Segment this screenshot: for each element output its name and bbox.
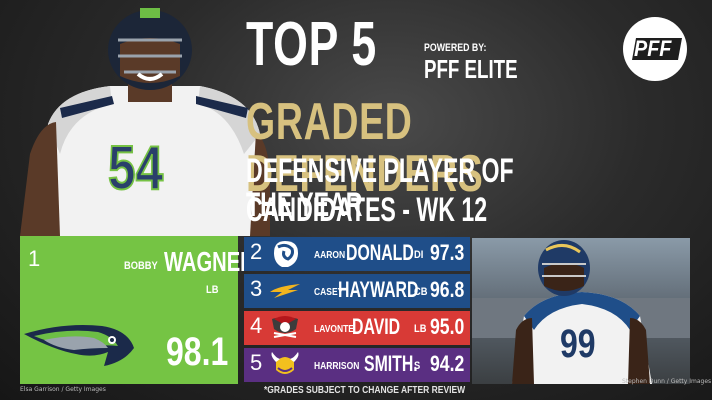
row-grade: 95.0 — [430, 314, 465, 339]
first-place-card: 1 BOBBY WAGNER LB 98.1 — [20, 236, 255, 384]
player-photo-left — [20, 8, 270, 236]
right-jersey-number: 99 — [560, 322, 596, 366]
row-position: S — [414, 360, 421, 372]
powered-by-label: POWERED BY: — [424, 42, 487, 54]
vikings-logo-icon — [271, 352, 299, 374]
ranking-row: 5 HARRISON SMITH. S 94.2 — [244, 348, 470, 382]
seahawks-logo-icon — [24, 325, 134, 366]
ranking-row: 4 LAVONTE DAVID LB 95.0 — [244, 311, 470, 345]
ranking-row: 3 CASEY HAYWARD CB 96.8 — [244, 274, 470, 308]
row-grade: 96.8 — [430, 277, 465, 302]
headline-graded-defenders: GRADED DEFENDERS — [246, 93, 484, 203]
first-player-grade: 98.1 — [166, 330, 229, 374]
photo-credit-right: Stephen Dunn / Getty Images — [622, 378, 712, 385]
row-rank: 5 — [250, 350, 263, 375]
row-last-name: HAYWARD — [338, 277, 419, 302]
row-first-name: HARRISON — [314, 361, 360, 372]
row-first-name: CASEY — [314, 287, 344, 298]
row-grade: 97.3 — [430, 240, 465, 265]
first-player-last-name: WAGNER — [164, 246, 255, 277]
first-player-position: LB — [206, 284, 219, 296]
left-jersey-number: 54 — [107, 134, 164, 203]
row-last-name: DAVID — [352, 314, 401, 339]
player-photo-right: 99 — [472, 238, 690, 384]
headline-top5: TOP 5 — [246, 10, 377, 79]
footnote: *GRADES SUBJECT TO CHANGE AFTER REVIEW — [264, 385, 466, 396]
row-first-name: LAVONTE — [314, 324, 354, 335]
pff-elite-label: PFF ELITE — [424, 54, 518, 84]
headline-line2: CANDIDATES - WK 12 — [246, 191, 488, 229]
first-rank: 1 — [28, 246, 41, 271]
row-last-name: SMITH. — [364, 351, 418, 376]
row-position: DI — [414, 249, 424, 261]
ranking-row: 2 AARON DONALD DI 97.3 — [244, 237, 470, 271]
headline-line1: DEFENSIVE PLAYER OF THE YEAR — [246, 152, 514, 224]
row-rank: 4 — [250, 313, 263, 338]
player-right-illustration — [472, 240, 690, 384]
chargers-logo-icon — [270, 284, 300, 298]
buccaneers-logo-icon — [272, 316, 298, 338]
row-position: LB — [414, 323, 427, 335]
row-rank: 3 — [250, 276, 263, 301]
pff-logo-icon: PFF — [622, 16, 688, 82]
photo-credit-left: Elsa Garrison / Getty Images — [20, 386, 106, 393]
row-last-name: DONALD — [346, 240, 414, 265]
row-first-name: AARON — [314, 250, 346, 261]
pff-logo-text: PFF — [634, 36, 672, 61]
row-grade: 94.2 — [430, 351, 465, 376]
rams-logo-icon — [274, 241, 298, 267]
first-player-first-name: BOBBY — [124, 260, 158, 272]
row-rank: 2 — [250, 239, 263, 264]
row-position: CB — [414, 286, 428, 298]
